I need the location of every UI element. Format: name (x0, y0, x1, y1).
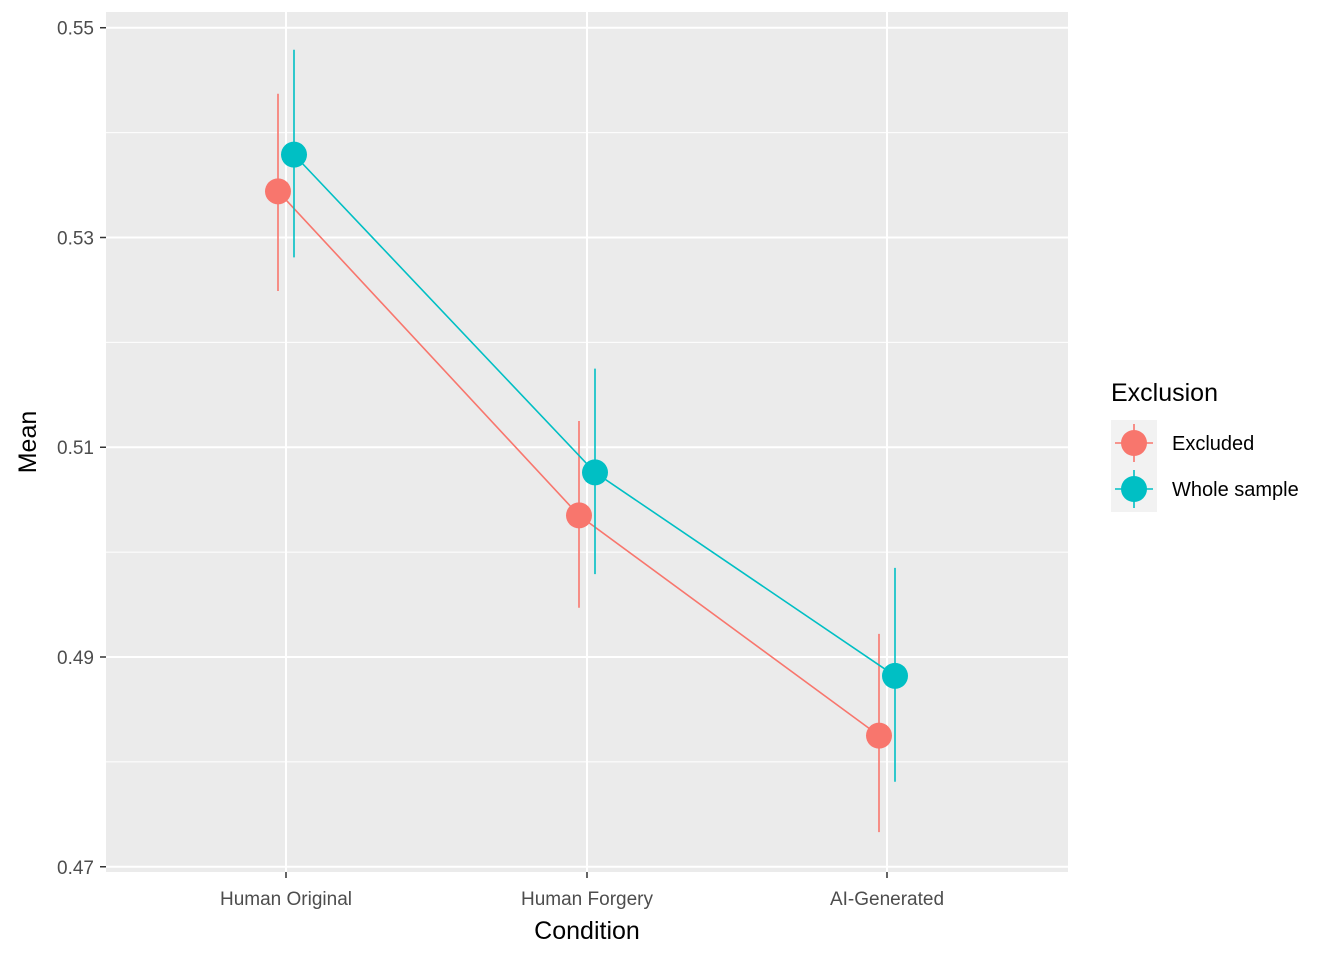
legend-key-point (1121, 476, 1147, 502)
y-tick-label: 0.47 (57, 858, 94, 879)
x-axis: Human Original Human Forgery AI-Generated (220, 872, 944, 910)
legend-label: Excluded (1172, 433, 1254, 455)
data-point (582, 459, 608, 486)
x-axis-title: Condition (534, 917, 640, 945)
series-whole-sample (281, 49, 908, 782)
y-tick-label: 0.55 (57, 19, 94, 40)
x-tick-label: Human Forgery (521, 889, 653, 910)
legend-item: Excluded (1111, 420, 1254, 466)
legend-title: Exclusion (1111, 379, 1218, 407)
data-point (882, 662, 908, 689)
y-tick-label: 0.49 (57, 648, 94, 669)
data-point (866, 722, 892, 749)
x-tick-label: Human Original (220, 889, 352, 910)
series-layer (265, 49, 908, 833)
grid-lines (106, 12, 1068, 872)
legend-key-point (1121, 430, 1147, 456)
legend-label: Whole sample (1172, 479, 1299, 501)
y-axis-title: Mean (14, 411, 42, 474)
x-tick-label: AI-Generated (830, 889, 944, 910)
data-point (281, 141, 307, 168)
y-axis: 0.47 0.49 0.51 0.53 0.55 (57, 19, 106, 879)
legend-item: Whole sample (1111, 466, 1299, 512)
series-excluded (265, 93, 892, 833)
y-tick-label: 0.53 (57, 228, 94, 249)
legend: Exclusion Excluded Whole sample (1111, 379, 1299, 512)
legend-keys: Excluded Whole sample (1111, 420, 1299, 512)
y-tick-label: 0.51 (57, 438, 94, 459)
data-point (566, 502, 592, 529)
data-point (265, 178, 291, 205)
